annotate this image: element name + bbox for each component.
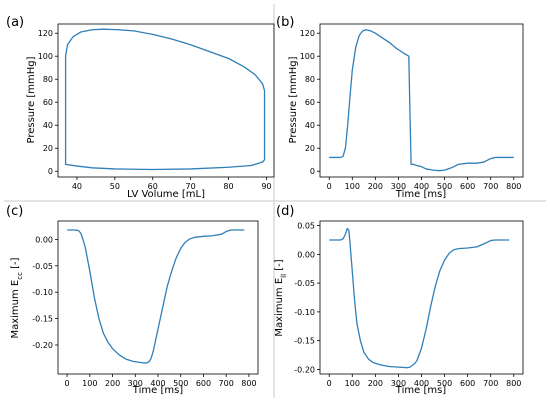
panel-c: (c) 0 100 200 300 400 500 600 700 800 0.00 -0.05 -… xyxy=(6,204,259,396)
panel-c-y-tick-label: -0.10 xyxy=(32,288,53,297)
panel-b-x-tick-label: 200 xyxy=(368,182,383,191)
panel-c-axes xyxy=(57,220,259,375)
panel-b-x-tick-label: 300 xyxy=(391,182,406,191)
panel-d-y-tick-label: -0.10 xyxy=(294,308,315,317)
panel-d-y-label-tail: [-] xyxy=(274,259,285,274)
panel-a-x-tick-label: 90 xyxy=(261,182,271,191)
panel-c-y-label-sub: cc xyxy=(16,272,24,280)
panel-c-y-label-tail: [-] xyxy=(10,257,21,272)
panel-b-y-label: Pressure [mmHg] xyxy=(288,56,299,143)
panel-d-y-tick-label: -0.05 xyxy=(294,279,315,288)
panel-c-x-label: Time [ms] xyxy=(132,385,184,396)
panel-c-y-tick-label: -0.05 xyxy=(32,262,53,271)
panel-c-y-tick-label: -0.20 xyxy=(32,341,53,350)
panel-a-x-tick-label: 40 xyxy=(72,182,82,191)
panel-d-x-tick-label: 700 xyxy=(483,379,498,388)
panel-b: (b) 0 100 200 300 400 500 600 700 800 0 20 40 60 80 1… xyxy=(276,15,524,200)
panel-d-y-ticks: 0.05 0.00 -0.05 -0.10 -0.15 -0.20 xyxy=(294,222,320,374)
panel-a-y-tick-label: 40 xyxy=(43,121,53,130)
panel-a-x-tick-label: 50 xyxy=(110,182,120,191)
panel-a-y-tick-label: 80 xyxy=(43,75,53,84)
panel-d-x-label: Time [ms] xyxy=(395,385,447,396)
panel-c-x-tick-label: 100 xyxy=(82,379,97,388)
panel-c-x-tick-label: 600 xyxy=(196,379,211,388)
panel-c-x-tick-label: 400 xyxy=(150,379,165,388)
panel-a-y-tick-label: 0 xyxy=(48,167,53,176)
panel-d-letter: (d) xyxy=(276,204,294,219)
panel-d-x-tick-label: 800 xyxy=(506,379,521,388)
panel-c-letter: (c) xyxy=(6,204,23,219)
panel-b-y-tick-label: 20 xyxy=(305,144,315,153)
panel-a-x-tick-label: 80 xyxy=(223,182,233,191)
panel-a-y-tick-label: 20 xyxy=(43,144,53,153)
panel-b-letter: (b) xyxy=(276,15,294,30)
panel-a: (a) 40 50 60 70 80 90 0 20 40 60 80 100 120 LV Volu… xyxy=(6,15,275,200)
panel-d-x-tick-label: 500 xyxy=(437,379,452,388)
panel-a-pv-loop xyxy=(64,28,266,171)
panel-a-x-tick-label: 70 xyxy=(186,182,196,191)
panel-d-y-tick-label: 0.00 xyxy=(297,250,315,259)
panel-c-x-tick-label: 300 xyxy=(128,379,143,388)
panel-b-x-tick-label: 600 xyxy=(460,182,475,191)
panel-d-y-label-main: Maximum E xyxy=(274,278,285,337)
panel-c-ecc-line xyxy=(67,229,245,364)
panel-d-y-tick-label: -0.15 xyxy=(294,337,315,346)
panel-b-y-tick-label: 60 xyxy=(305,98,315,107)
panel-b-x-tick-label: 800 xyxy=(506,182,521,191)
panel-d-x-tick-label: 100 xyxy=(345,379,360,388)
panel-b-y-ticks: 0 20 40 60 80 100 120 xyxy=(300,29,320,176)
panel-a-y-ticks: 0 20 40 60 80 100 120 xyxy=(38,29,58,176)
panel-c-x-tick-label: 0 xyxy=(65,379,70,388)
panel-c-x-tick-label: 500 xyxy=(173,379,188,388)
panel-d-y-label: Maximum Ell [-] xyxy=(274,259,288,336)
panel-c-x-tick-label: 700 xyxy=(219,379,234,388)
panel-d-x-tick-label: 600 xyxy=(460,379,475,388)
panel-b-y-tick-label: 100 xyxy=(300,52,315,61)
panel-c-x-tick-label: 200 xyxy=(105,379,120,388)
panel-d-ell-line xyxy=(329,227,510,369)
panel-c-x-tick-label: 800 xyxy=(241,379,256,388)
panel-a-y-label: Pressure [mmHg] xyxy=(26,56,37,143)
panel-b-y-tick-label: 0 xyxy=(310,167,315,176)
panel-d-x-tick-label: 0 xyxy=(327,379,332,388)
panel-c-y-tick-label: 0.00 xyxy=(35,235,53,244)
panel-c-y-tick-label: -0.15 xyxy=(32,315,53,324)
panel-a-letter: (a) xyxy=(6,15,24,30)
panel-a-axes xyxy=(57,23,275,178)
panel-c-x-ticks: 0 100 200 300 400 500 600 700 800 xyxy=(65,374,257,388)
panel-d: (d) 0 100 200 300 400 500 600 700 800 0.05 0.00 -0… xyxy=(274,204,524,396)
panel-d-x-tick-label: 300 xyxy=(391,379,406,388)
panel-a-x-tick-label: 60 xyxy=(148,182,158,191)
panel-a-x-ticks: 40 50 60 70 80 90 xyxy=(72,177,272,191)
panel-c-y-label-main: Maximum E xyxy=(10,280,21,339)
panel-d-x-ticks: 0 100 200 300 400 500 600 700 800 xyxy=(327,374,521,388)
panel-d-y-tick-label: -0.20 xyxy=(294,365,315,374)
panel-b-y-tick-label: 120 xyxy=(300,29,315,38)
panel-b-pressure-line xyxy=(329,29,514,172)
panel-b-x-tick-label: 0 xyxy=(327,182,332,191)
panel-d-y-label-sub: ll xyxy=(280,274,288,278)
panel-d-x-tick-label: 200 xyxy=(368,379,383,388)
panel-b-x-ticks: 0 100 200 300 400 500 600 700 800 xyxy=(327,177,521,191)
panel-c-y-label: Maximum Ecc [-] xyxy=(10,257,24,338)
panel-a-y-tick-label: 100 xyxy=(38,52,53,61)
panel-a-x-label: LV Volume [mL] xyxy=(127,189,205,200)
panel-d-y-tick-label: 0.05 xyxy=(297,222,315,231)
panel-b-x-tick-label: 700 xyxy=(483,182,498,191)
panel-b-axes xyxy=(319,23,524,178)
panel-b-x-tick-label: 100 xyxy=(345,182,360,191)
panel-b-x-tick-label: 500 xyxy=(437,182,452,191)
panel-d-x-tick-label: 400 xyxy=(414,379,429,388)
panel-a-y-tick-label: 60 xyxy=(43,98,53,107)
panel-b-x-label: Time [ms] xyxy=(395,189,447,200)
panel-b-x-tick-label: 400 xyxy=(414,182,429,191)
panel-a-y-tick-label: 120 xyxy=(38,29,53,38)
panel-b-y-tick-label: 40 xyxy=(305,121,315,130)
panel-b-y-tick-label: 80 xyxy=(305,75,315,84)
panel-c-y-ticks: 0.00 -0.05 -0.10 -0.15 -0.20 xyxy=(32,235,58,350)
